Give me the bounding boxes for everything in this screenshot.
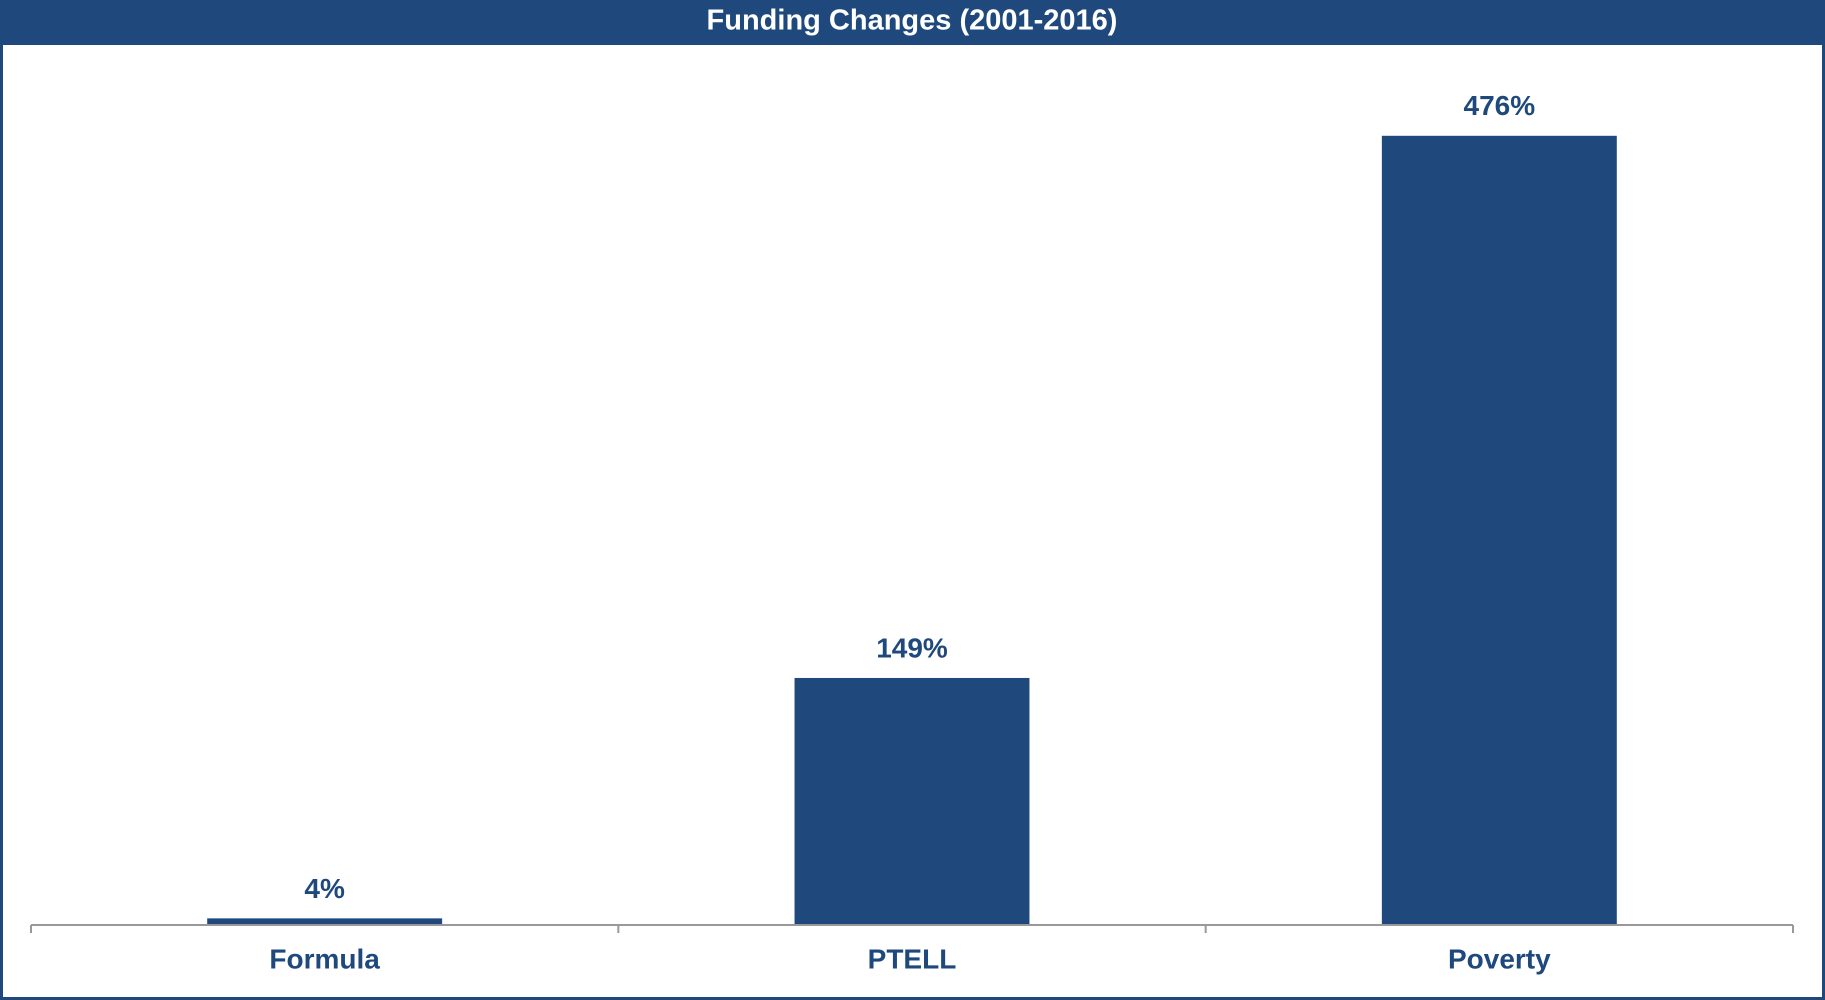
data-label: 476% xyxy=(1464,90,1536,121)
chart-title: Funding Changes (2001-2016) xyxy=(707,5,1118,37)
x-tick-label: Formula xyxy=(269,943,380,974)
data-label: 149% xyxy=(876,632,948,663)
data-label: 4% xyxy=(304,873,345,904)
title-bar xyxy=(0,0,1825,45)
bar xyxy=(207,918,443,925)
x-tick-label: Poverty xyxy=(1448,943,1551,974)
x-tick-label: PTELL xyxy=(868,943,957,974)
bar xyxy=(1381,135,1617,926)
bar xyxy=(794,677,1030,925)
